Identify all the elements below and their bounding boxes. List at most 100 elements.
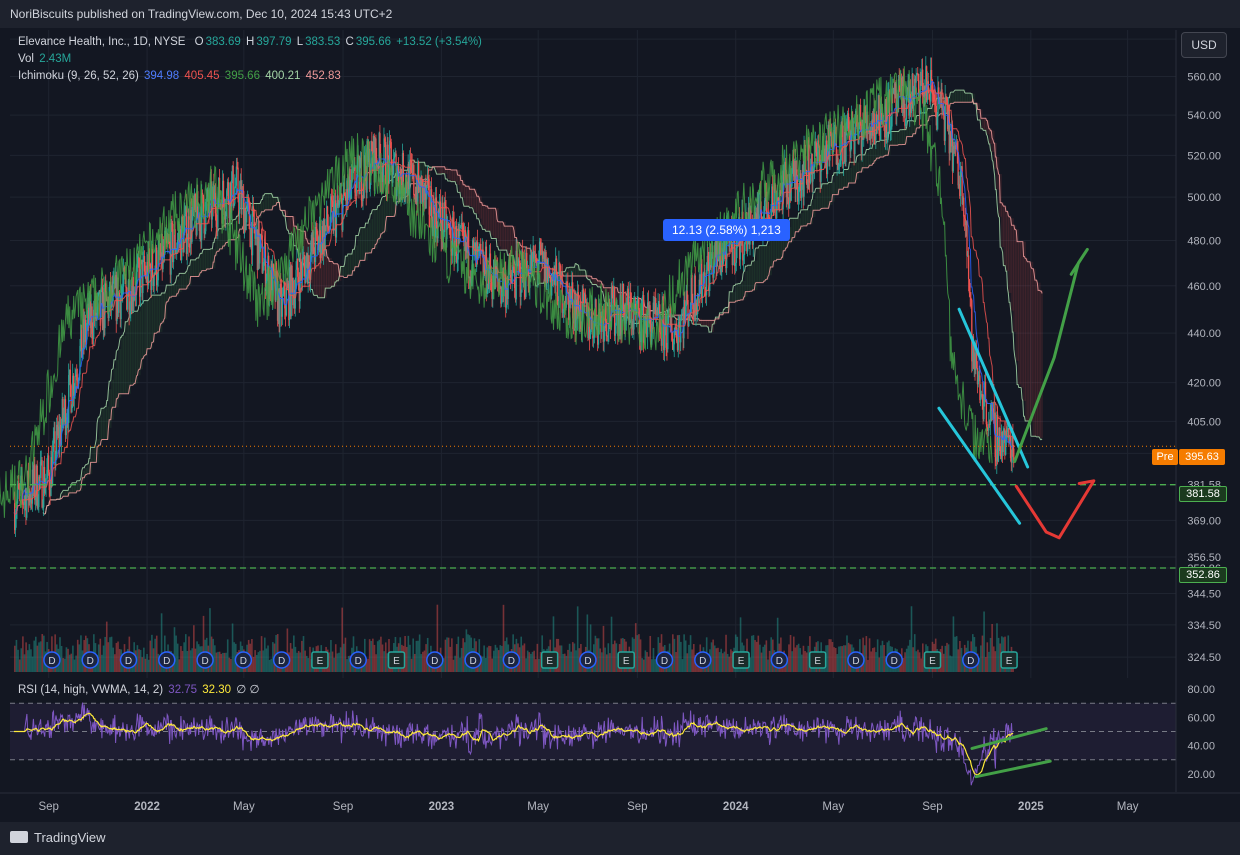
volume-bar: [214, 645, 216, 672]
candle-body: [905, 119, 907, 126]
candle-body: [121, 292, 123, 296]
candle-body: [977, 376, 979, 385]
candle-body: [184, 214, 186, 226]
volume-bar: [904, 652, 906, 672]
candle-body: [666, 347, 668, 350]
candle-body: [593, 317, 596, 338]
volume-bar: [30, 649, 32, 672]
volume-bar: [717, 647, 719, 672]
candle-body: [506, 287, 509, 299]
cloud-slice: [896, 131, 901, 146]
cloud-slice: [359, 228, 364, 261]
volume-bar: [576, 606, 579, 672]
volume-bar: [605, 654, 608, 672]
candle-body: [758, 193, 760, 219]
candle-body: [317, 234, 319, 251]
cloud-slice: [81, 470, 85, 481]
earnings-marker: E: [617, 651, 635, 669]
candle-body: [349, 169, 351, 199]
candle-body: [950, 131, 952, 147]
candle-body: [591, 307, 593, 321]
candle-body: [935, 105, 938, 126]
candle-body: [938, 87, 940, 105]
candle-body: [49, 490, 51, 496]
candle-body: [582, 289, 584, 291]
candle-body: [228, 202, 230, 219]
candle-body: [562, 311, 564, 313]
candle-body: [692, 303, 694, 310]
volume-bar: [726, 653, 729, 672]
tradingview-logo[interactable]: TradingView: [10, 830, 106, 845]
volume-bar: [59, 637, 61, 672]
volume-bar: [286, 628, 289, 672]
time-tick-label: Sep: [922, 801, 942, 813]
volume-bar: [599, 648, 602, 672]
cloud-slice: [118, 349, 122, 398]
candle-body: [976, 368, 979, 385]
candle-body: [290, 265, 292, 317]
cloud-slice: [367, 223, 371, 254]
candle-body: [702, 273, 704, 289]
candle-body: [700, 259, 702, 294]
candle-body: [603, 328, 605, 342]
dividend-badge: [234, 651, 253, 669]
candle-body: [634, 303, 636, 306]
currency-button[interactable]: USD: [1181, 32, 1227, 58]
candle-body: [693, 275, 696, 318]
candle-body: [242, 190, 244, 192]
cloud-slice: [326, 249, 330, 289]
candle-body: [429, 214, 431, 216]
volume-bar: [305, 655, 308, 672]
volume-bar: [217, 651, 219, 672]
candle-body: [474, 242, 476, 248]
candle-body: [1013, 448, 1015, 464]
candle-body: [934, 99, 936, 102]
volume-bar: [941, 645, 943, 672]
candle-body: [734, 262, 737, 266]
candle-body: [338, 204, 340, 206]
volume-bar: [155, 635, 158, 672]
candle-body: [286, 288, 288, 289]
candle-body: [344, 195, 346, 197]
measure-tooltip: 12.13 (2.58%) 1,213: [663, 219, 790, 241]
candle-body: [681, 313, 683, 315]
volume-bar: [405, 646, 408, 672]
cloud-slice: [872, 143, 877, 164]
candle-body: [28, 490, 30, 501]
cloud-slice: [180, 273, 185, 290]
candle-body: [54, 431, 56, 466]
candle-body: [944, 97, 946, 141]
ohlc-high: 397.79: [256, 36, 292, 48]
candle-body: [750, 210, 752, 227]
volume-bar: [539, 652, 542, 672]
candle-body: [130, 291, 133, 312]
ichimoku-label: Ichimoku (9, 26, 52, 26): [18, 70, 139, 82]
candle-body: [146, 261, 148, 280]
volume-bar: [715, 648, 718, 672]
cloud-slice: [91, 447, 95, 463]
candle-body: [41, 460, 43, 508]
cloud-slice: [168, 285, 173, 300]
cloud-slice: [988, 128, 993, 145]
candle-body: [365, 175, 367, 193]
earnings-marker: E: [540, 651, 559, 669]
dividend-marker: D: [272, 651, 291, 669]
candle-body: [263, 258, 265, 271]
event-marker-label: D: [776, 656, 783, 667]
candle-body: [815, 141, 817, 152]
candle-body: [257, 220, 259, 271]
candle-body: [384, 138, 386, 142]
volume-bar: [842, 645, 845, 672]
volume-bar: [675, 652, 677, 672]
candle-body: [535, 257, 538, 262]
candle-body: [996, 414, 998, 462]
volume-bar: [462, 638, 464, 672]
candle-body: [677, 323, 679, 351]
price-tick-label: 324.50: [1187, 652, 1221, 664]
volume-bar: [151, 634, 153, 672]
candle-body: [335, 207, 338, 238]
cloud-slice: [838, 172, 843, 190]
dividend-marker: D: [234, 651, 253, 669]
cloud-slice: [563, 271, 567, 276]
